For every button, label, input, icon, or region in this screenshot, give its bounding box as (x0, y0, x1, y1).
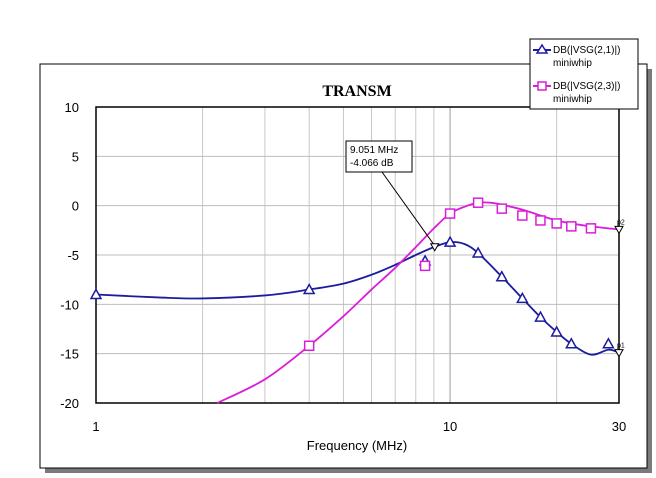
data-point-triangle (550, 325, 563, 337)
data-point-triangle (565, 337, 578, 349)
series-layer: p1 p2 (89, 197, 625, 404)
data-point-triangle (495, 270, 509, 282)
data-point-square (444, 208, 456, 219)
y-tick-labels: 10 5 0 -5 -10 -15 -20 (60, 100, 79, 411)
data-point-triangle (534, 310, 547, 322)
data-point-square (585, 223, 597, 234)
x-tick-labels: 1 10 30 (92, 419, 626, 434)
legend-label-vsg21: DB(|VSG(2,1)|) (553, 45, 620, 56)
data-point-square (535, 215, 546, 226)
annotation-value: -4.066 dB (350, 158, 394, 169)
data-point-square (496, 203, 508, 214)
data-point-square (551, 218, 562, 229)
marker-annotation[interactable]: 9.051 MHz -4.066 dB (345, 140, 440, 252)
legend-entry-vsg23[interactable]: DB(|VSG(2,3)|) miniwhip (533, 81, 620, 105)
series-end-marker (614, 225, 624, 235)
x-tick-label: 1 (92, 419, 99, 434)
legend-sublabel-vsg21: miniwhip (553, 58, 592, 69)
data-point-triangle (471, 246, 485, 258)
data-point-triangle (443, 235, 457, 247)
legend-square-icon (537, 81, 547, 91)
legend-entry-vsg21[interactable]: DB(|VSG(2,1)|) miniwhip (533, 43, 620, 69)
y-tick-label: -5 (67, 248, 79, 263)
series-end-marker (614, 349, 624, 358)
legend-label-vsg23: DB(|VSG(2,3)|) (553, 81, 620, 92)
series-end-tag: p1 (617, 343, 625, 350)
data-point-triangle (602, 337, 615, 349)
grid (96, 107, 619, 403)
data-point-square (566, 221, 577, 232)
x-tick-label: 10 (443, 419, 457, 434)
data-point-square (303, 340, 315, 352)
y-tick-label: 5 (72, 149, 79, 164)
y-tick-label: -15 (60, 347, 79, 362)
y-tick-label: 0 (72, 199, 79, 214)
annotation-point-marker (429, 243, 440, 252)
legend-triangle-icon (535, 43, 549, 54)
data-point-square (419, 260, 431, 272)
annotation-frequency: 9.051 MHz (350, 145, 398, 156)
x-tick-label: 30 (612, 419, 626, 434)
annotation-box (345, 140, 413, 173)
y-tick-label: 10 (65, 100, 79, 115)
data-point-triangle (516, 291, 529, 304)
data-point-square (517, 210, 528, 221)
x-axis-title: Frequency (MHz) (307, 438, 407, 453)
chart-title: TRANSM (322, 83, 391, 100)
plot-border (95, 106, 620, 404)
y-tick-label: -20 (60, 396, 79, 411)
legend-sublabel-vsg23: miniwhip (553, 94, 592, 105)
data-point-triangle (302, 282, 316, 295)
data-point-triangle (89, 287, 103, 300)
y-tick-label: -10 (60, 297, 79, 312)
annotation-leader-line (381, 171, 436, 247)
series-end-tag: p2 (617, 219, 625, 226)
legend: DB(|VSG(2,1)|) miniwhip DB(|VSG(2,3)|) m… (529, 38, 639, 110)
data-point-square (472, 197, 484, 208)
